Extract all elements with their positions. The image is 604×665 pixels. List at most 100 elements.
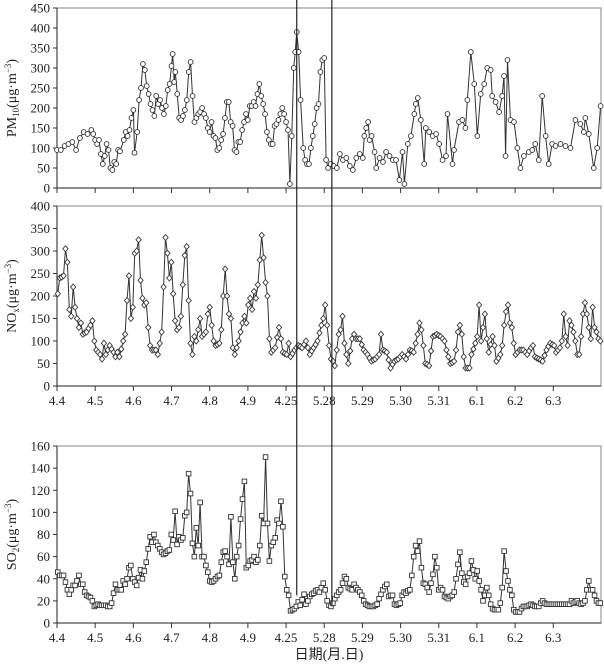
data-point bbox=[228, 514, 234, 520]
data-point bbox=[481, 310, 489, 318]
data-point bbox=[282, 573, 288, 580]
data-point bbox=[114, 348, 121, 356]
data-point bbox=[365, 119, 371, 125]
data-point bbox=[252, 294, 260, 302]
x-tick-label: 4.6 bbox=[125, 630, 142, 645]
data-point bbox=[229, 123, 236, 129]
data-point bbox=[237, 139, 244, 145]
data-point bbox=[322, 301, 329, 309]
data-point bbox=[99, 161, 106, 167]
data-point bbox=[147, 101, 154, 107]
data-point bbox=[514, 145, 521, 151]
data-point bbox=[418, 326, 425, 334]
data-point bbox=[345, 359, 352, 368]
data-point bbox=[212, 135, 219, 141]
data-point bbox=[156, 339, 163, 347]
data-point bbox=[331, 362, 339, 370]
y-tick-label: 50 bbox=[37, 356, 50, 371]
data-point bbox=[499, 341, 506, 350]
data-point bbox=[206, 303, 213, 311]
data-point bbox=[441, 337, 448, 345]
data-point bbox=[225, 310, 233, 318]
data-point bbox=[109, 167, 116, 173]
data-point bbox=[96, 137, 102, 143]
data-point bbox=[383, 149, 389, 155]
data-point bbox=[422, 125, 429, 131]
data-point bbox=[149, 107, 156, 113]
data-point bbox=[495, 606, 502, 613]
data-point bbox=[118, 587, 125, 593]
data-point bbox=[333, 346, 340, 354]
data-point bbox=[556, 344, 564, 352]
x-tick-label: 4.6 bbox=[125, 393, 142, 408]
data-point bbox=[453, 576, 459, 582]
data-point bbox=[73, 314, 81, 323]
y-tick-label: 0 bbox=[44, 379, 51, 394]
data-point bbox=[402, 355, 410, 363]
data-point bbox=[414, 95, 421, 101]
data-point bbox=[356, 335, 364, 343]
data-point bbox=[124, 133, 131, 139]
data-point bbox=[594, 145, 601, 151]
data-point bbox=[224, 553, 230, 560]
data-point bbox=[373, 165, 379, 171]
data-point bbox=[143, 559, 150, 565]
data-point bbox=[140, 61, 146, 67]
data-point bbox=[262, 278, 269, 287]
data-point bbox=[98, 355, 106, 363]
data-point bbox=[541, 351, 548, 360]
data-point bbox=[484, 584, 490, 591]
data-point bbox=[570, 328, 577, 336]
data-point bbox=[216, 572, 223, 579]
data-point bbox=[272, 535, 278, 541]
data-point bbox=[120, 137, 127, 143]
y-axis-label-sup: −3 bbox=[3, 263, 13, 273]
data-point bbox=[359, 592, 365, 599]
data-point bbox=[585, 323, 592, 332]
data-point bbox=[410, 348, 417, 356]
data-point bbox=[581, 299, 589, 307]
data-point bbox=[297, 97, 304, 103]
y-axis-label-unit: (μg·m bbox=[5, 513, 20, 548]
data-point bbox=[216, 145, 223, 151]
data-point bbox=[325, 165, 331, 171]
data-point bbox=[89, 317, 96, 325]
data-point bbox=[72, 582, 78, 589]
data-point bbox=[137, 276, 144, 284]
data-point bbox=[203, 115, 209, 121]
data-point bbox=[278, 498, 284, 505]
data-point bbox=[471, 81, 478, 87]
data-point bbox=[237, 516, 244, 522]
y-axis-label-close: ) bbox=[5, 259, 20, 264]
y-tick-label: 100 bbox=[31, 334, 51, 349]
data-point bbox=[432, 553, 438, 560]
data-point bbox=[68, 312, 75, 320]
data-point bbox=[75, 323, 83, 332]
y-axis-label-sub: 2 bbox=[11, 548, 21, 553]
data-point bbox=[333, 165, 340, 171]
data-point bbox=[346, 163, 353, 169]
data-point bbox=[64, 258, 71, 266]
x-tick-label: 5.31 bbox=[427, 630, 450, 645]
data-point bbox=[241, 478, 248, 485]
data-point bbox=[361, 133, 368, 139]
data-point bbox=[195, 326, 202, 334]
data-point bbox=[185, 470, 192, 477]
data-point bbox=[443, 346, 450, 354]
data-point bbox=[129, 303, 136, 311]
data-point bbox=[316, 329, 323, 337]
data-point bbox=[102, 350, 110, 359]
data-point bbox=[201, 553, 207, 560]
data-point bbox=[363, 125, 370, 131]
data-point bbox=[568, 321, 575, 329]
x-tick-label: 6.1 bbox=[469, 630, 485, 645]
data-point bbox=[216, 339, 223, 347]
data-point bbox=[189, 540, 196, 547]
data-point bbox=[591, 592, 598, 599]
data-point bbox=[174, 91, 181, 97]
y-axis-label-unit: (μg·m bbox=[5, 73, 20, 108]
data-point bbox=[239, 496, 246, 502]
data-point bbox=[466, 364, 473, 372]
data-point bbox=[412, 101, 419, 107]
data-point bbox=[174, 541, 180, 548]
